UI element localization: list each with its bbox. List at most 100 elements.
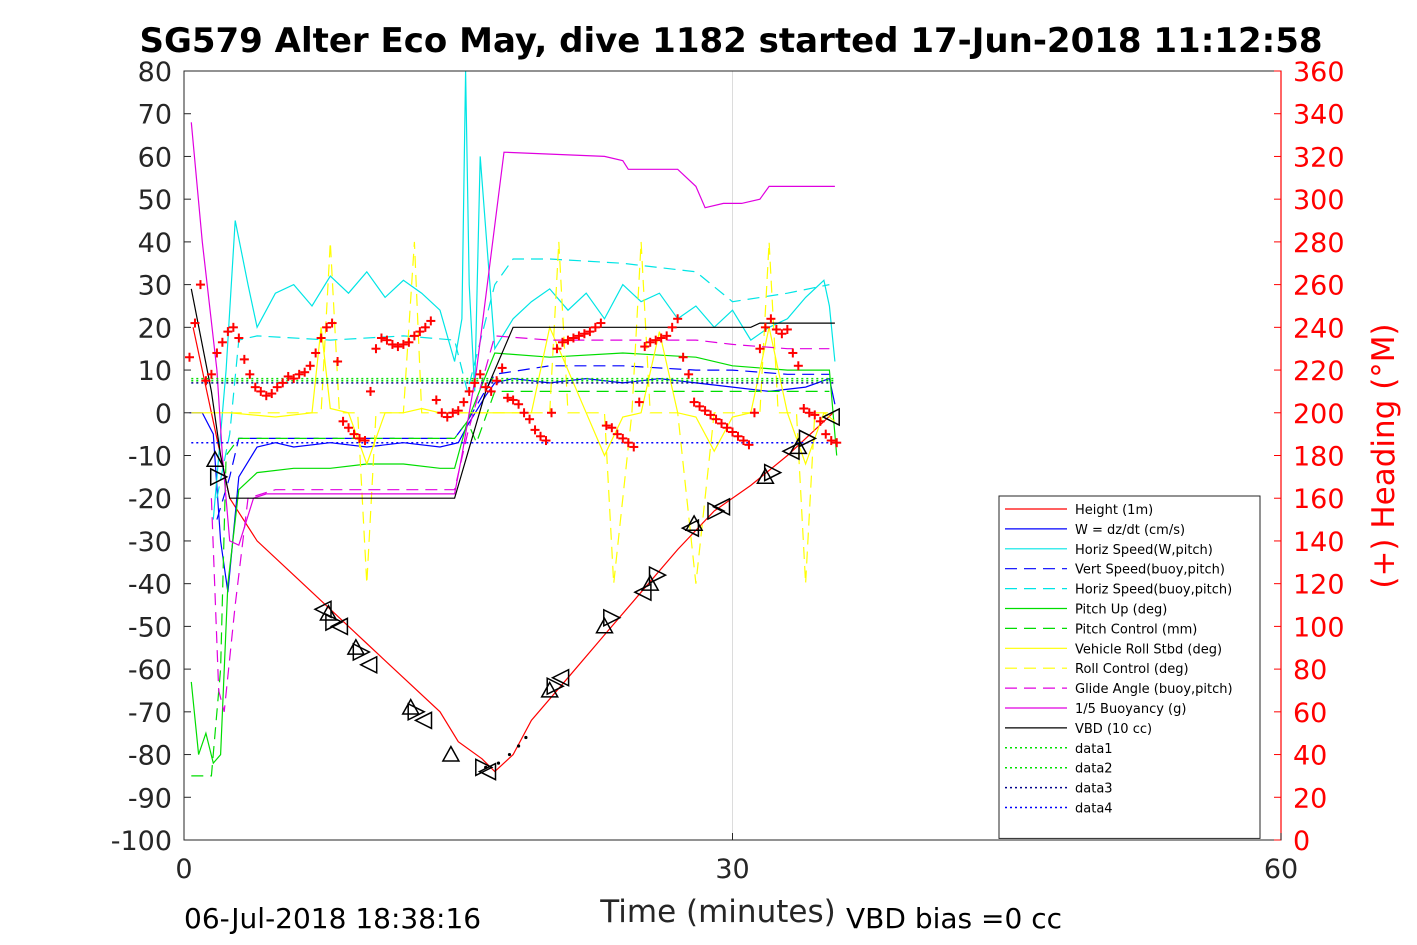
heading-marker — [431, 395, 441, 405]
heading-marker — [733, 431, 743, 441]
series-line-6 — [190, 352, 838, 765]
heading-marker — [826, 436, 836, 446]
left-tick-label: -100 — [111, 826, 172, 857]
triangle-marker — [359, 655, 378, 675]
heading-marker — [382, 335, 392, 345]
heading-marker — [234, 333, 244, 343]
heading-marker — [788, 348, 798, 358]
heading-marker — [541, 436, 551, 446]
heading-marker — [678, 352, 688, 362]
triangle-marker — [603, 608, 622, 628]
heading-marker — [239, 354, 249, 364]
triangle-marker — [319, 604, 338, 621]
heading-marker — [645, 337, 655, 347]
heading-marker — [563, 335, 573, 345]
heading-marker — [453, 406, 463, 416]
triangle-marker — [684, 514, 704, 532]
right-tick-label: 180 — [1293, 442, 1345, 473]
heading-marker — [634, 397, 644, 407]
heading-marker — [525, 414, 535, 424]
right-tick-label: 240 — [1293, 313, 1345, 344]
dive-point — [524, 735, 528, 740]
triangle-marker — [789, 437, 808, 455]
heading-marker — [519, 408, 529, 418]
heading-marker — [804, 408, 814, 418]
left-tick-label: 30 — [138, 271, 172, 302]
heading-marker — [355, 433, 365, 443]
legend-entry: Roll Control (deg) — [1075, 662, 1189, 677]
right-tick-label: 120 — [1293, 570, 1345, 601]
heading-marker — [530, 425, 540, 435]
series-line-10 — [210, 335, 830, 712]
heading-marker — [810, 410, 820, 420]
heading-marker — [349, 429, 359, 439]
heading-marker — [486, 386, 496, 396]
right-tick-label: 100 — [1293, 612, 1345, 643]
heading-marker — [590, 322, 600, 332]
heading-marker — [503, 393, 513, 403]
heading-marker — [832, 438, 842, 448]
heading-marker — [514, 399, 524, 409]
heading-marker — [250, 382, 260, 392]
heading-marker — [579, 329, 589, 339]
heading-marker — [322, 322, 332, 332]
heading-marker — [749, 408, 759, 418]
heading-marker — [656, 333, 666, 343]
right-tick-label: 0 — [1293, 826, 1310, 857]
heading-marker — [771, 324, 781, 334]
heading-marker — [278, 378, 288, 388]
heading-marker — [376, 333, 386, 343]
heading-marker — [673, 314, 683, 324]
heading-marker — [267, 389, 277, 399]
heading-marker — [662, 331, 672, 341]
heading-marker — [190, 318, 200, 328]
heading-marker — [618, 433, 628, 443]
heading-marker — [711, 414, 721, 424]
left-tick-label: -40 — [128, 570, 172, 601]
heading-marker — [333, 357, 343, 367]
heading-marker — [300, 367, 310, 377]
legend-entry: 1/5 Buoyancy (g) — [1075, 702, 1186, 717]
heading-marker — [327, 318, 337, 328]
legend-entry: Pitch Up (deg) — [1075, 603, 1167, 618]
heading-marker — [728, 427, 737, 437]
legend-entry: data3 — [1075, 782, 1113, 797]
left-tick-label: 0 — [155, 399, 172, 430]
heading-marker — [684, 369, 694, 379]
legend-entry: Vehicle Roll Stbd (deg) — [1075, 642, 1222, 657]
right-tick-label: 20 — [1293, 783, 1327, 814]
heading-marker — [464, 386, 474, 396]
footer-timestamp: 06-Jul-2018 18:38:16 — [184, 902, 481, 935]
right-tick-label: 160 — [1293, 484, 1345, 515]
right-axis-label: (+) Heading (°M) — [1366, 323, 1402, 588]
heading-marker — [398, 339, 408, 349]
heading-marker — [574, 331, 584, 341]
heading-marker — [612, 429, 622, 439]
legend: Height (1m) W = dz/dt (cm/s) Horiz Speed(W… — [998, 495, 1261, 839]
triangle-marker — [595, 616, 614, 634]
triangle-marker — [209, 467, 229, 487]
heading-marker — [426, 316, 436, 326]
triangle-marker — [325, 612, 344, 632]
left-tick-label: -30 — [128, 527, 172, 558]
right-tick-label: 260 — [1293, 271, 1345, 302]
heading-marker — [195, 280, 205, 290]
legend-entry: Pitch Control (mm) — [1075, 622, 1197, 637]
triangle-marker — [781, 441, 800, 461]
heading-marker — [640, 342, 650, 352]
x-tick-label: 0 — [175, 854, 192, 885]
heading-marker — [629, 442, 639, 452]
heading-marker — [738, 436, 748, 446]
heading-marker — [437, 408, 447, 418]
heading-marker — [470, 378, 480, 388]
left-tick-label: 60 — [138, 142, 172, 173]
right-tick-label: 40 — [1293, 741, 1327, 772]
triangle-marker — [763, 463, 783, 482]
heading-marker — [585, 327, 595, 337]
heading-marker — [409, 331, 419, 341]
left-tick-label: 70 — [138, 100, 172, 131]
heading-marker — [404, 337, 414, 347]
legend-entry: Glide Angle (buoy,pitch) — [1075, 682, 1233, 697]
triangle-marker — [640, 574, 660, 591]
heading-marker — [700, 406, 710, 416]
